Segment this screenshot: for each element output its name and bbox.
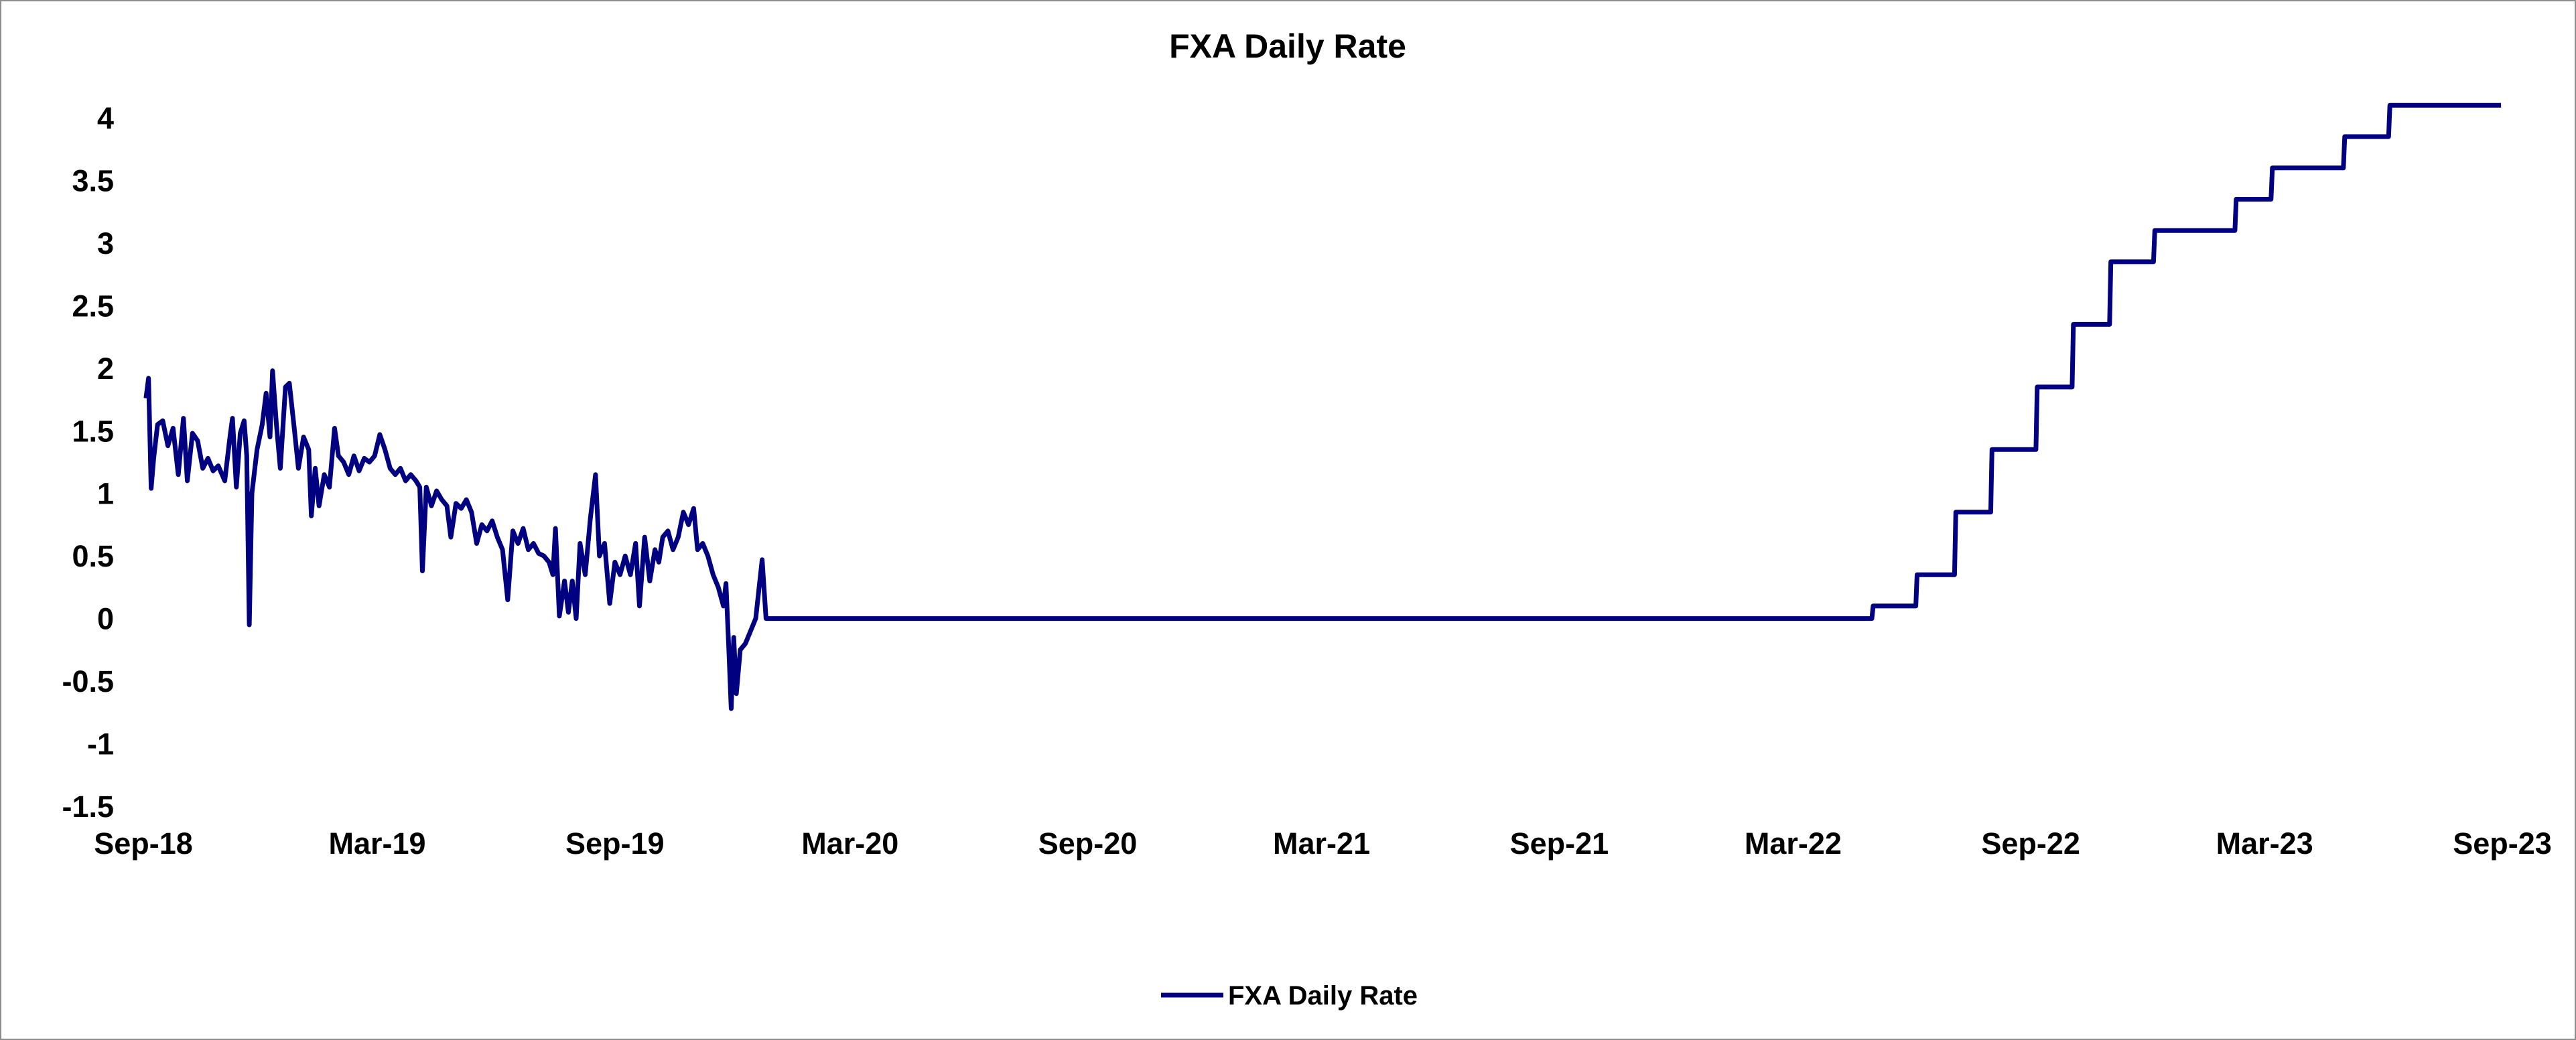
x-tick-label: Mar-23: [2216, 826, 2313, 861]
x-tick-label: Sep-22: [1981, 826, 2080, 861]
x-tick-label: Sep-21: [1510, 826, 1609, 861]
y-tick-label: 1: [97, 477, 114, 511]
chart-title: FXA Daily Rate: [1169, 27, 1406, 65]
y-tick-label: 2.5: [72, 289, 114, 323]
x-tick-label: Sep-23: [2453, 826, 2552, 861]
series-line-0: [143, 102, 2502, 711]
y-tick-label: -1.5: [62, 790, 114, 824]
legend-label: FXA Daily Rate: [1228, 981, 1418, 1011]
x-tick-label: Sep-18: [94, 826, 193, 861]
plot-area: [143, 102, 2502, 711]
legend: FXA Daily Rate: [1161, 981, 1418, 1011]
y-tick-label: -0.5: [62, 664, 114, 698]
y-axis-tick-labels: 4 3.5 3 2.5 2 1.5 1 0.5 0 -0.5 -1 -1.5: [62, 101, 114, 824]
x-tick-label: Sep-20: [1038, 826, 1138, 861]
x-tick-label: Mar-20: [801, 826, 898, 861]
x-tick-label: Mar-19: [328, 826, 425, 861]
y-tick-label: 2: [97, 352, 114, 386]
y-tick-label: 4: [97, 101, 114, 135]
y-tick-label: 0.5: [72, 539, 114, 573]
y-tick-label: 1.5: [72, 414, 114, 448]
x-tick-label: Sep-19: [565, 826, 665, 861]
y-tick-label: -1: [87, 727, 114, 761]
y-tick-label: 0: [97, 602, 114, 636]
x-axis-tick-labels: Sep-18 Mar-19 Sep-19 Mar-20 Sep-20 Mar-21 Sep-…: [94, 826, 2552, 861]
x-tick-label: Mar-22: [1745, 826, 1842, 861]
y-tick-label: 3: [97, 226, 114, 261]
y-tick-label: 3.5: [72, 163, 114, 198]
x-tick-label: Mar-21: [1273, 826, 1370, 861]
